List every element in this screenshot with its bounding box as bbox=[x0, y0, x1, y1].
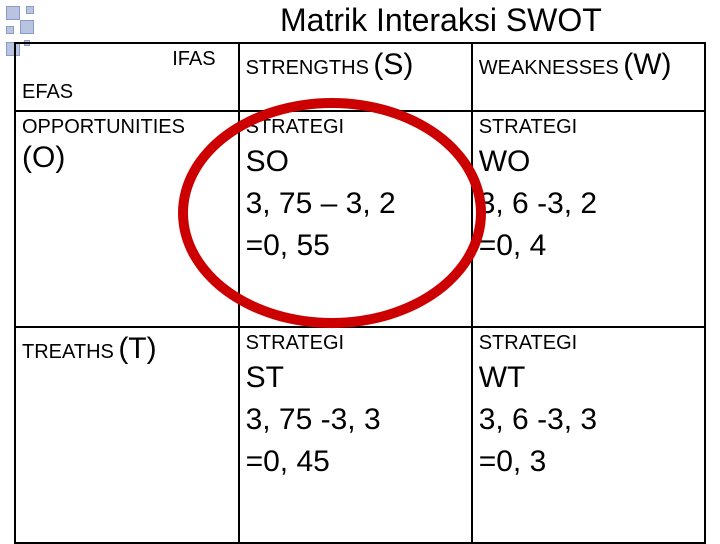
so-head: STRATEGI bbox=[246, 116, 465, 139]
swot-table: IFAS EFAS STRENGTHS (S) WEAKNESSES (W) O… bbox=[14, 42, 706, 544]
wt-l1: WT bbox=[479, 357, 698, 399]
opportunities-label: OPPORTUNITIES bbox=[22, 116, 232, 139]
threats-header-cell: TREATHS (T) bbox=[15, 327, 239, 543]
wo-l3: =0, 4 bbox=[479, 225, 698, 267]
wt-l3: =0, 3 bbox=[479, 441, 698, 483]
header-row: IFAS EFAS STRENGTHS (S) WEAKNESSES (W) bbox=[15, 43, 705, 111]
axis-cell: IFAS EFAS bbox=[15, 43, 239, 111]
weaknesses-header-cell: WEAKNESSES (W) bbox=[472, 43, 705, 111]
st-l3: =0, 45 bbox=[246, 441, 465, 483]
so-cell: STRATEGI SO 3, 75 – 3, 2 =0, 55 bbox=[239, 111, 472, 327]
opportunities-header-cell: OPPORTUNITIES (O) bbox=[15, 111, 239, 327]
st-l2: 3, 75 -3, 3 bbox=[246, 399, 465, 441]
threats-row: TREATHS (T) STRATEGI ST 3, 75 -3, 3 =0, … bbox=[15, 327, 705, 543]
efas-label: EFAS bbox=[22, 81, 232, 104]
so-l1: SO bbox=[246, 141, 465, 183]
weaknesses-label: WEAKNESSES bbox=[479, 57, 619, 79]
opportunities-row: OPPORTUNITIES (O) STRATEGI SO 3, 75 – 3,… bbox=[15, 111, 705, 327]
wt-l2: 3, 6 -3, 3 bbox=[479, 399, 698, 441]
strengths-label: STRENGTHS bbox=[246, 57, 369, 79]
so-l3: =0, 55 bbox=[246, 225, 465, 267]
threats-t: (T) bbox=[118, 332, 156, 365]
wo-head: STRATEGI bbox=[479, 116, 698, 139]
st-head: STRATEGI bbox=[246, 332, 465, 355]
wt-cell: STRATEGI WT 3, 6 -3, 3 =0, 3 bbox=[472, 327, 705, 543]
opportunities-o: (O) bbox=[22, 141, 232, 175]
weaknesses-w: (W) bbox=[623, 48, 671, 81]
threats-label: TREATHS bbox=[22, 341, 114, 363]
wo-l2: 3, 6 -3, 2 bbox=[479, 183, 698, 225]
ifas-label: IFAS bbox=[22, 48, 232, 71]
strengths-s: (S) bbox=[373, 48, 413, 81]
st-l1: ST bbox=[246, 357, 465, 399]
slide-title: Matrik Interaksi SWOT bbox=[280, 2, 602, 39]
wo-l1: WO bbox=[479, 141, 698, 183]
wt-head: STRATEGI bbox=[479, 332, 698, 355]
strengths-header-cell: STRENGTHS (S) bbox=[239, 43, 472, 111]
so-l2: 3, 75 – 3, 2 bbox=[246, 183, 465, 225]
wo-cell: STRATEGI WO 3, 6 -3, 2 =0, 4 bbox=[472, 111, 705, 327]
swot-matrix: IFAS EFAS STRENGTHS (S) WEAKNESSES (W) O… bbox=[14, 42, 706, 544]
st-cell: STRATEGI ST 3, 75 -3, 3 =0, 45 bbox=[239, 327, 472, 543]
